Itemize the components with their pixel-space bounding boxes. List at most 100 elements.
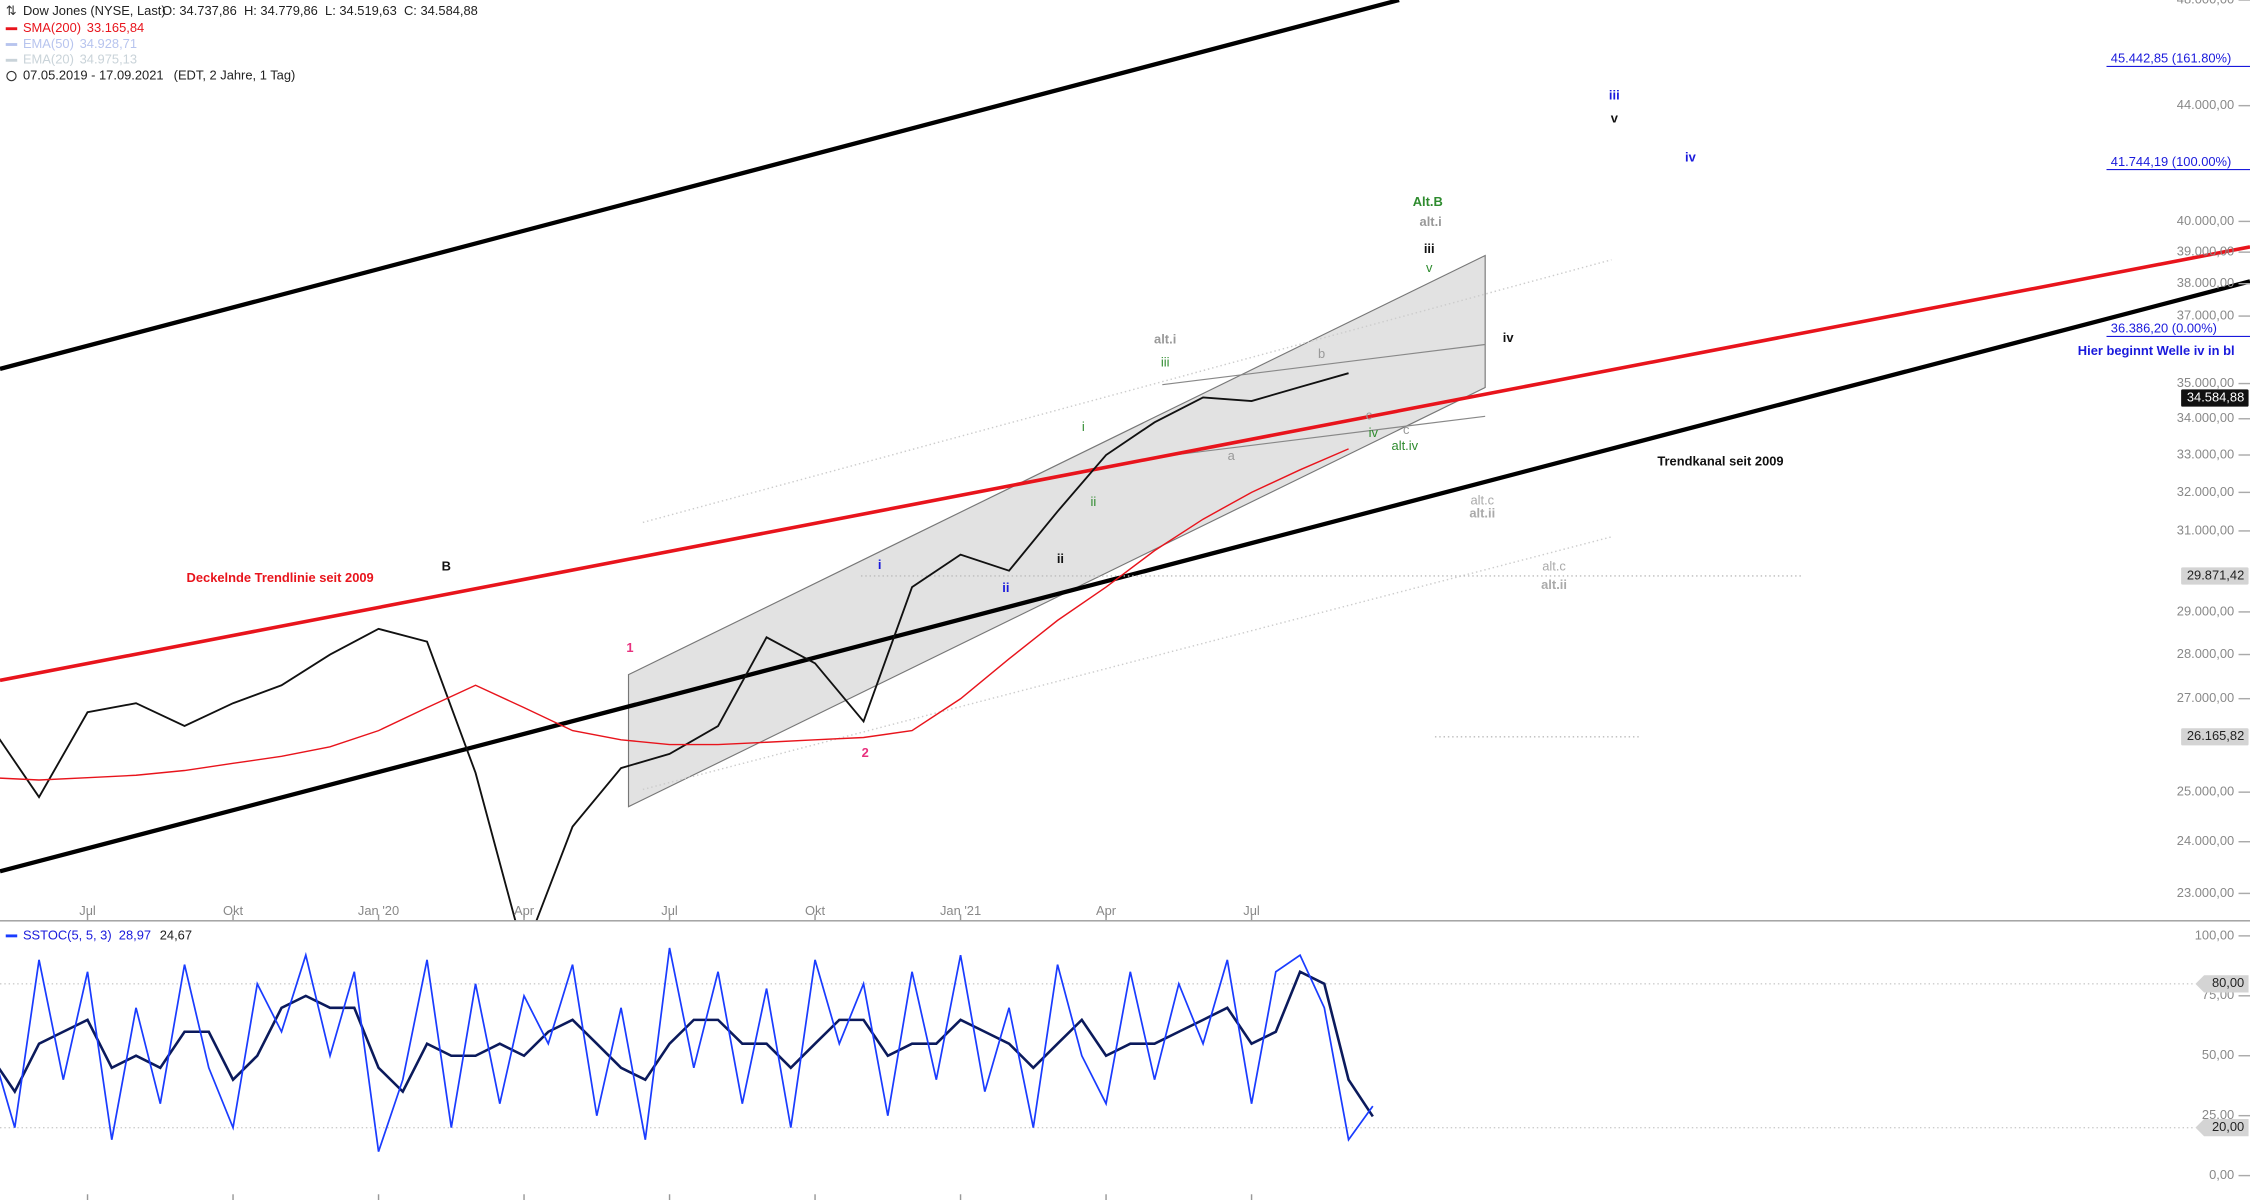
annotation: v (1426, 260, 1433, 275)
x-tick-label: Apr (514, 903, 535, 918)
header-title: Dow Jones (NYSE, Last) (23, 3, 166, 18)
level-box (2195, 975, 2249, 993)
x-tick-label: Jul (1243, 903, 1259, 918)
range: 07.05.2019 - 17.09.2021 (23, 67, 164, 82)
y-tick-label: 48.000,00 (2177, 0, 2234, 6)
dotted-line (642, 259, 1612, 524)
annotation: i (878, 557, 882, 572)
price-line (0, 372, 1349, 921)
legend-name: EMA(50) (23, 36, 74, 51)
red-trendline (0, 245, 2250, 683)
clock-icon (6, 70, 17, 82)
annotation: iv (1503, 330, 1515, 345)
y-tick-label: 25,00 (2202, 1107, 2234, 1122)
annotation: alt.i (1420, 214, 1442, 229)
annotation: iii (1609, 88, 1620, 103)
price-label-box (2181, 567, 2249, 585)
annotation: Deckelnde Trendlinie seit 2009 (187, 570, 374, 585)
legend-value: 33.165,84 (87, 20, 144, 35)
y-tick-label: 34.000,00 (2177, 410, 2234, 425)
triangle-line (1162, 343, 1486, 386)
stoch-line (0, 947, 1374, 1152)
x-tick-label: Jan '20 (358, 903, 399, 918)
legend-name: EMA(20) (23, 52, 74, 67)
y-tick-label: 23.000,00 (2177, 885, 2234, 900)
annotation: iii (1424, 241, 1435, 256)
y-tick-label: 44.000,00 (2177, 97, 2234, 112)
sma-line (0, 448, 1349, 781)
dotted-line (642, 536, 1612, 791)
x-tick-label: Okt (223, 903, 243, 918)
annotation: v (1611, 111, 1619, 126)
y-tick-label: 50,00 (2202, 1047, 2234, 1062)
annotation: alt.ii (1469, 505, 1495, 520)
y-tick-label: 28.000,00 (2177, 646, 2234, 661)
quote: L: 34.519,63 (325, 3, 397, 18)
annotation: alt.c (1470, 492, 1494, 507)
header-icon: ⇅ (6, 3, 17, 18)
y-tick-label: 37.000,00 (2177, 307, 2234, 322)
legend-value: 34.928,71 (80, 36, 137, 51)
stoch-value: 28,97 (119, 927, 151, 942)
price-label: 26.165,82 (2187, 728, 2244, 743)
annotation: c (1403, 422, 1410, 437)
y-tick-label: 40.000,00 (2177, 213, 2234, 228)
quote: C: 34.584,88 (404, 3, 478, 18)
y-tick-label: 24.000,00 (2177, 833, 2234, 848)
legend-value: 34.975,13 (80, 52, 137, 67)
y-tick-label: 29.000,00 (2177, 603, 2234, 618)
annotation: ii (1002, 580, 1009, 595)
y-tick-label: 39.000,00 (2177, 244, 2234, 259)
stoch-name: SSTOC(5, 5, 3) (23, 927, 112, 942)
y-tick-label: 35.000,00 (2177, 375, 2234, 390)
fib-label: 41.744,19 (100.00%) (2111, 154, 2232, 169)
y-tick-label: 38.000,00 (2177, 275, 2234, 290)
y-tick-label: 0,00 (2209, 1167, 2234, 1182)
annotation: 1 (626, 640, 633, 655)
level-label: 80,00 (2212, 975, 2244, 990)
annotation: iii (1161, 355, 1170, 370)
stoch-value: 24,67 (160, 927, 192, 942)
annotation: Alt.B (1413, 194, 1443, 209)
triangle-line (1162, 415, 1486, 458)
annotation: Hier beginnt Welle iv in bl (2078, 343, 2235, 358)
annotation: b (1318, 346, 1325, 361)
fib-label: 45.442,85 (161.80%) (2111, 51, 2232, 66)
annotation: alt.ii (1541, 577, 1567, 592)
annotation: alt.c (1542, 558, 1566, 573)
annotation: alt.iv (1392, 438, 1419, 453)
price-label: 34.584,88 (2187, 389, 2244, 404)
y-tick-label: 25.000,00 (2177, 784, 2234, 799)
annotation: Trendkanal seit 2009 (1657, 454, 1783, 469)
annotation: 2 (862, 745, 869, 760)
y-tick-label: 32.000,00 (2177, 484, 2234, 499)
y-tick-label: 100,00 (2195, 927, 2234, 942)
stoch-line (0, 969, 1374, 1118)
price-plot (0, 372, 1801, 921)
range-note: (EDT, 2 Jahre, 1 Tag) (174, 67, 296, 82)
price-label: 29.871,42 (2187, 567, 2244, 582)
channel (627, 254, 1486, 808)
price-label-box (2181, 728, 2249, 746)
legend-name: SMA(200) (23, 20, 81, 35)
annotation: alt.i (1154, 332, 1176, 347)
annotation: ii (1057, 551, 1064, 566)
y-tick-label: 27.000,00 (2177, 690, 2234, 705)
annotation: iv (1369, 425, 1379, 440)
annotation: ii (1091, 494, 1097, 509)
y-tick-label: 31.000,00 (2177, 522, 2234, 537)
x-tick-label: Jul (79, 903, 95, 918)
fib-label: 36.386,20 (0.00%) (2111, 321, 2217, 336)
annotation: a (1228, 448, 1236, 463)
level-label: 20,00 (2212, 1119, 2244, 1134)
annotation: B (442, 558, 451, 573)
price-label-box (2181, 389, 2249, 407)
annotation: iv (1685, 149, 1697, 164)
level-box (2195, 1119, 2249, 1137)
annotation: c (1366, 408, 1373, 423)
x-tick-label: Apr (1096, 903, 1117, 918)
x-tick-label: Okt (805, 903, 825, 918)
